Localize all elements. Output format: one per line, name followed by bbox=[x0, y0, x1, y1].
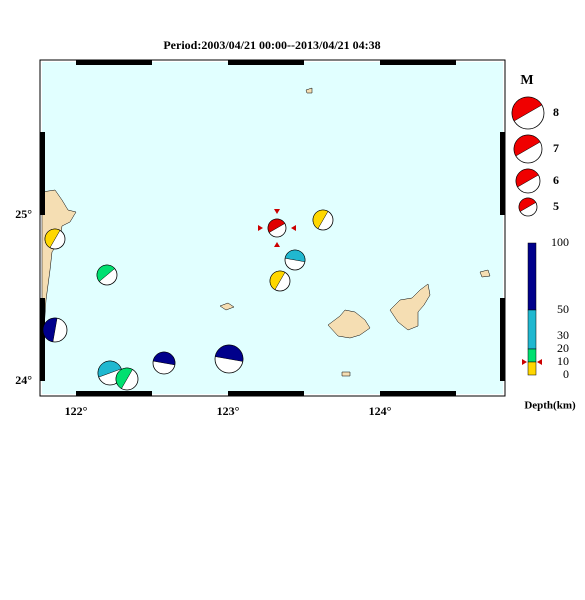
land bbox=[41, 87, 491, 377]
depth-label: 0 bbox=[563, 367, 569, 381]
map-frame bbox=[39, 59, 506, 397]
beachball-quadrant bbox=[284, 249, 306, 263]
beachball-quadrant bbox=[511, 96, 543, 122]
magnitude-label: 5 bbox=[553, 199, 559, 213]
beachball-quadrant bbox=[96, 264, 116, 282]
beachball-quadrant bbox=[214, 344, 244, 362]
beachball-quadrant bbox=[44, 228, 61, 249]
beachball-quadrant bbox=[152, 351, 176, 366]
magnitude-label: 7 bbox=[553, 141, 559, 155]
title: Period:2003/04/21 00:00--2013/04/21 04:3… bbox=[163, 38, 380, 52]
magnitude-label: 8 bbox=[553, 105, 559, 119]
lat-label: 25° bbox=[15, 207, 32, 221]
depth-label: 50 bbox=[557, 302, 569, 316]
focal-mechanisms bbox=[42, 96, 545, 391]
lon-label: 122° bbox=[65, 404, 88, 418]
depth-label: 30 bbox=[557, 328, 569, 342]
lat-label: 24° bbox=[15, 373, 32, 387]
beachball-quadrant bbox=[518, 197, 537, 212]
depth-bar bbox=[522, 242, 542, 376]
beachball-quadrant bbox=[267, 218, 286, 233]
beachball-quadrant bbox=[513, 134, 541, 157]
depth-label: 10 bbox=[557, 354, 569, 368]
beachball-quadrant bbox=[42, 317, 58, 343]
beachball-quadrant bbox=[312, 209, 329, 230]
beachball-quadrant bbox=[515, 168, 539, 188]
beachball-quadrant bbox=[115, 367, 133, 389]
beachball-quadrant bbox=[269, 270, 286, 291]
depth-label: 20 bbox=[557, 341, 569, 355]
lon-label: 123° bbox=[217, 404, 240, 418]
magnitude-title: M bbox=[520, 73, 533, 88]
magnitude-label: 6 bbox=[553, 173, 559, 187]
beachball-quadrant bbox=[97, 360, 122, 378]
lon-label: 124° bbox=[369, 404, 392, 418]
depth-title: Depth(km) bbox=[524, 400, 576, 412]
depth-label: 100 bbox=[551, 235, 569, 249]
